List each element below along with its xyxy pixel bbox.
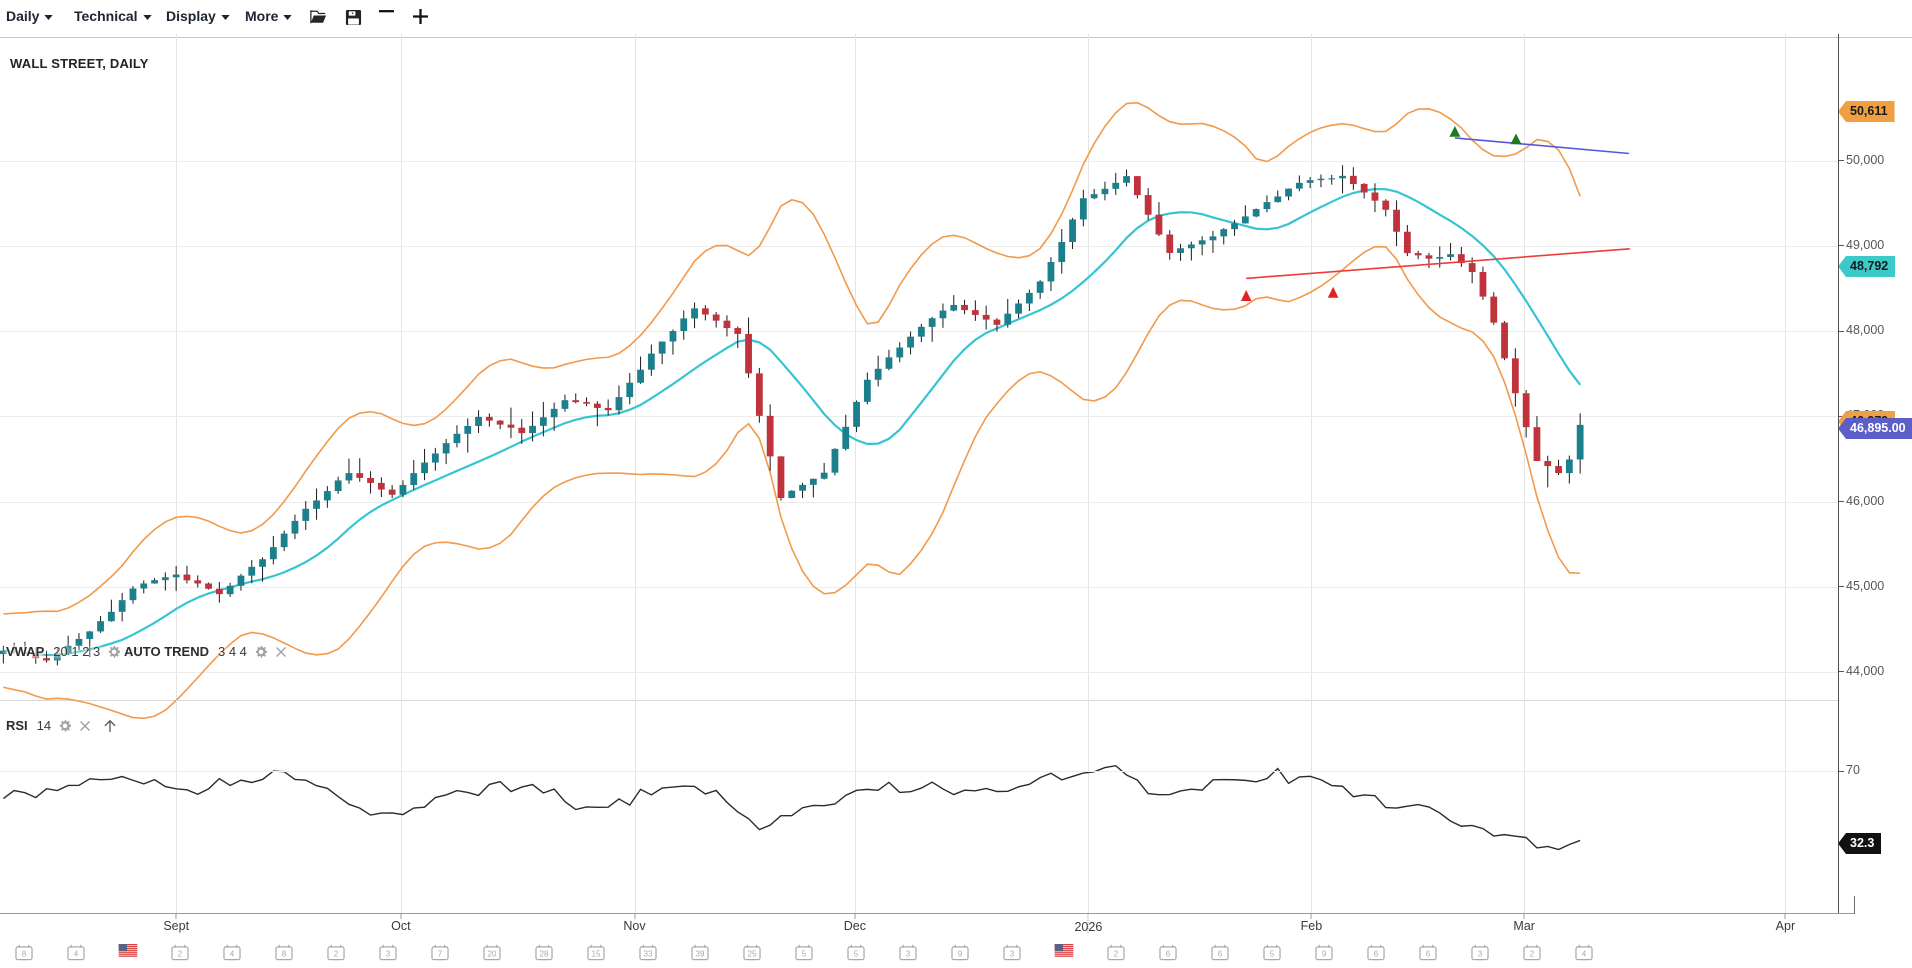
svg-text:15: 15 <box>591 950 600 959</box>
svg-text:2: 2 <box>1529 950 1534 959</box>
svg-text:2: 2 <box>177 950 182 959</box>
svg-text:5: 5 <box>801 950 806 959</box>
svg-text:3: 3 <box>1477 950 1482 959</box>
svg-text:28: 28 <box>539 950 548 959</box>
svg-text:5: 5 <box>853 950 858 959</box>
svg-text:4: 4 <box>1581 950 1586 959</box>
svg-text:6: 6 <box>1373 950 1378 959</box>
svg-text:3: 3 <box>1009 950 1014 959</box>
svg-text:33: 33 <box>643 950 652 959</box>
svg-text:8: 8 <box>21 950 26 959</box>
svg-text:8: 8 <box>281 950 286 959</box>
svg-text:9: 9 <box>957 950 962 959</box>
svg-text:4: 4 <box>73 950 78 959</box>
svg-text:7: 7 <box>437 950 442 959</box>
svg-text:2: 2 <box>333 950 338 959</box>
svg-text:3: 3 <box>385 950 390 959</box>
svg-text:6: 6 <box>1425 950 1430 959</box>
svg-text:39: 39 <box>695 950 704 959</box>
svg-text:6: 6 <box>1165 950 1170 959</box>
svg-text:6: 6 <box>1217 950 1222 959</box>
svg-text:4: 4 <box>229 950 234 959</box>
svg-text:20: 20 <box>487 950 496 959</box>
svg-text:25: 25 <box>747 950 756 959</box>
svg-text:2: 2 <box>1113 950 1118 959</box>
svg-text:3: 3 <box>905 950 910 959</box>
svg-text:9: 9 <box>1321 950 1326 959</box>
svg-text:5: 5 <box>1269 950 1274 959</box>
